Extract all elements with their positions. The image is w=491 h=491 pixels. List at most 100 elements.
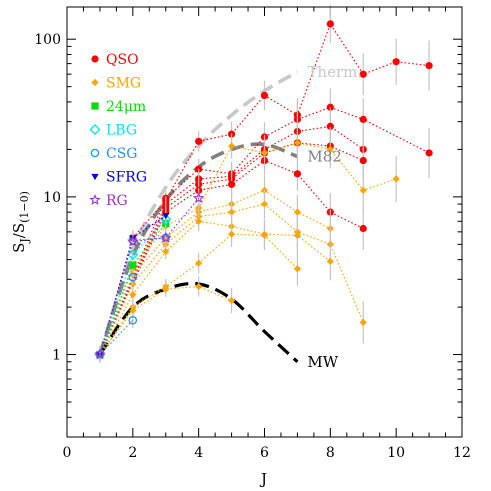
legend-item-rg: RG: [89, 193, 128, 209]
x-tick-label: 2: [128, 445, 137, 461]
data-point: [359, 318, 367, 326]
x-tick-label: 0: [63, 445, 72, 461]
data-point: [359, 186, 367, 194]
data-point: [127, 249, 139, 261]
data-point: [129, 261, 137, 269]
x-tick-label: 8: [326, 445, 335, 461]
legend-label: SFRG: [106, 170, 147, 186]
data-point: [195, 217, 203, 225]
y-tick-label: 1: [52, 348, 61, 364]
series-rg: [94, 188, 205, 363]
data-point: [195, 282, 203, 291]
model-label-mw: MW: [307, 353, 338, 371]
data-point: [162, 213, 170, 220]
legend-marker: [91, 102, 99, 110]
data-series: [94, 4, 433, 363]
series-smg: [96, 125, 400, 363]
x-axis-label: J: [259, 470, 267, 488]
legend-label: SMG: [106, 76, 141, 92]
data-point: [128, 272, 138, 282]
data-point: [326, 20, 334, 28]
series-line: [99, 159, 364, 355]
legend-item-24m: 24μm: [91, 99, 146, 115]
data-point: [227, 230, 236, 238]
x-tick-label: 4: [194, 445, 203, 461]
legend-label: CSG: [106, 146, 138, 162]
data-point: [326, 103, 334, 111]
legend-label: LBG: [106, 123, 137, 139]
data-point: [227, 142, 236, 150]
data-point: [293, 170, 302, 178]
data-point: [359, 156, 367, 165]
data-point: [260, 200, 269, 208]
data-point: [160, 231, 172, 243]
x-tick-label: 6: [260, 445, 269, 461]
data-point: [192, 192, 205, 204]
data-point: [128, 316, 138, 325]
data-point: [326, 257, 334, 265]
y-axis-label: SJ/S(1−0): [10, 191, 31, 253]
data-point: [94, 348, 106, 360]
data-point: [195, 137, 203, 145]
legend-item-qso: QSO: [91, 52, 139, 68]
legend: QSO SMG 24μm LBG CSG SFRG RG: [89, 52, 147, 209]
data-point: [293, 231, 302, 239]
data-point: [359, 224, 367, 233]
series-line: [99, 319, 134, 355]
data-point: [326, 145, 334, 154]
data-point: [293, 208, 302, 216]
y-tick-label: 10: [43, 190, 61, 206]
data-point: [425, 149, 433, 157]
data-point: [127, 235, 139, 247]
legend-item-csg: CSG: [90, 146, 138, 162]
x-tick-label: 10: [387, 445, 405, 461]
series-line: [99, 276, 134, 355]
data-point: [260, 91, 269, 100]
data-point: [129, 290, 137, 299]
data-point: [425, 61, 433, 70]
data-point: [162, 285, 170, 293]
series-line: [99, 142, 364, 355]
data-point: [227, 208, 236, 216]
data-point: [359, 115, 367, 123]
legend-marker: [90, 148, 100, 158]
model-label-m82: M82: [307, 148, 341, 166]
series-line: [99, 142, 397, 355]
data-point: [162, 247, 170, 256]
data-point: [326, 122, 334, 130]
legend-marker: [91, 78, 99, 87]
data-point: [359, 70, 367, 78]
data-point: [227, 296, 236, 305]
legend-item-sfrg: SFRG: [91, 170, 147, 186]
data-point: [260, 231, 269, 239]
data-point: [227, 180, 236, 188]
series-line: [99, 189, 331, 355]
plot-frame: [66, 6, 463, 438]
data-point: [392, 58, 400, 66]
series-line: [99, 106, 430, 355]
legend-marker: [89, 193, 101, 205]
legend-marker: [91, 55, 99, 63]
data-point: [293, 265, 302, 273]
axis-ticks: 0 2 4 6 8 10 12 1 10 100: [34, 7, 471, 461]
data-point: [260, 149, 269, 157]
data-point: [129, 306, 137, 315]
model-label-therm: Therm.: [307, 63, 362, 81]
data-point: [195, 259, 203, 267]
legend-label: QSO: [106, 52, 139, 68]
legend-item-smg: SMG: [91, 76, 141, 92]
series-line: [99, 197, 200, 355]
legend-item-lbg: LBG: [89, 123, 137, 139]
x-tick-label: 12: [453, 445, 471, 461]
legend-marker: [91, 173, 99, 181]
series-line: [99, 220, 331, 355]
legend-marker: [89, 123, 101, 136]
series-line: [99, 219, 167, 355]
legend-label: RG: [106, 193, 128, 209]
y-tick-label: 100: [34, 32, 61, 48]
data-point: [293, 139, 302, 147]
data-point: [392, 175, 400, 183]
legend-label: 24μm: [106, 99, 146, 115]
